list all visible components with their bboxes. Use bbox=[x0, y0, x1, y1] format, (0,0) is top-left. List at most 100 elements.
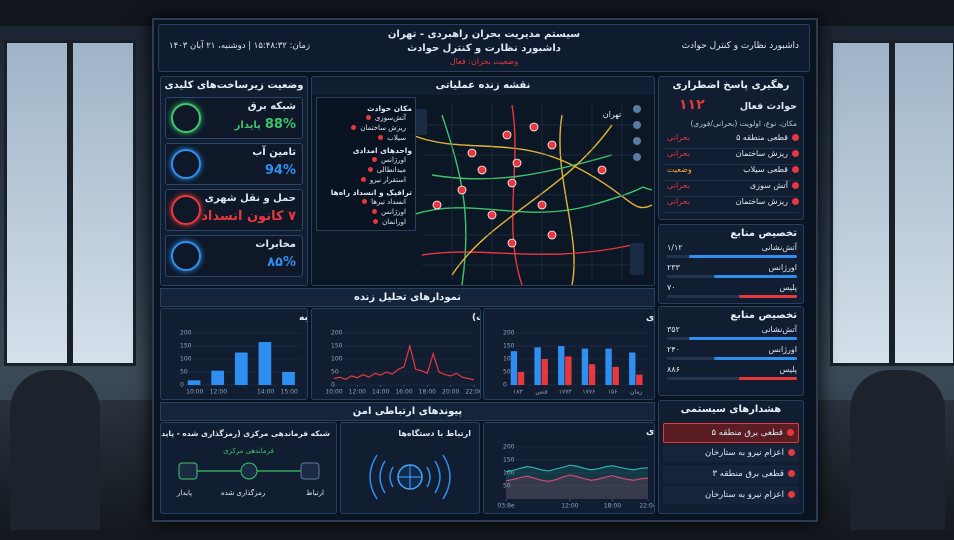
alert-item: قطعی برق منطقه ۵ bbox=[663, 423, 799, 443]
card-icon bbox=[171, 149, 201, 179]
chart: زمان پاسخ اضطراری 0 50 100 150 200 ۱۸۳ فنس ۱۷۷۳ ۱… bbox=[503, 313, 654, 396]
resource-name: اورژانس bbox=[768, 345, 797, 354]
x-tick-label: ۱۷۷۶ bbox=[582, 389, 595, 396]
card-value-row: 88%پایدار bbox=[235, 117, 296, 132]
incident-name: ریزش ساختمان bbox=[735, 149, 788, 158]
x-tick-label: 03:8e bbox=[497, 503, 514, 510]
bar bbox=[234, 352, 248, 385]
network-panel: شبکه فرماندهی مرکزی (رمزگذاری شده - پاید… bbox=[160, 422, 337, 514]
y-tick-label: 150 bbox=[503, 457, 515, 464]
bar bbox=[258, 342, 272, 385]
map-legend: مکان حوادث آتش‌سوزی ریزش ساختمان سیلاب واحده… bbox=[316, 97, 416, 231]
alert-dot bbox=[788, 491, 795, 498]
bar bbox=[187, 380, 201, 385]
area bbox=[506, 465, 648, 499]
y-tick-label: 100 bbox=[503, 470, 515, 477]
bar bbox=[558, 346, 565, 385]
incident-priority: بحرانی bbox=[667, 197, 690, 206]
alert-item: اعزام نیرو به ستارخان bbox=[663, 444, 799, 462]
card-name: تامین آب bbox=[252, 147, 296, 158]
node-label: پایدار bbox=[177, 489, 193, 497]
bar bbox=[636, 374, 643, 385]
devices-title: ارتباط با دستگاه‌ها bbox=[398, 429, 471, 438]
y-tick-label: 0 bbox=[180, 382, 184, 389]
card-icon bbox=[171, 241, 201, 271]
panel-title: رهگیری پاسخ اضطراری bbox=[672, 80, 790, 91]
bar bbox=[282, 372, 295, 385]
response-panel: رهگیری پاسخ اضطراری حوادث فعال ۱۱۲ مکان،… bbox=[658, 76, 804, 220]
resource-value: ۲۳۳ bbox=[667, 263, 680, 272]
x-tick-label: 18:00 bbox=[604, 503, 621, 510]
chart-title: زمان پاسخ اضطراری bbox=[646, 313, 654, 323]
bar bbox=[565, 356, 572, 385]
chart-title: شید رتبه bbox=[299, 313, 307, 323]
card-icon bbox=[171, 195, 201, 225]
incident-row: قطعی منطقه ۵ بحرانی bbox=[663, 133, 799, 149]
y-tick-label: 200 bbox=[503, 444, 515, 451]
x-tick-label: 10:00 bbox=[325, 389, 342, 396]
x-tick-label: 10:00 bbox=[186, 389, 203, 396]
x-tick-label: 14:00 bbox=[372, 389, 389, 396]
resource-name: آتش‌نشانی bbox=[761, 243, 797, 252]
legend-item: اورژانس bbox=[320, 207, 406, 217]
window bbox=[4, 40, 70, 366]
alert-text: قطعی برق منطقه ۵ bbox=[711, 428, 783, 438]
bar bbox=[541, 359, 548, 385]
resource-fill bbox=[689, 255, 797, 258]
incident-name: قطعی منطقه ۵ bbox=[736, 133, 788, 142]
y-tick-label: 200 bbox=[180, 330, 192, 337]
legend-item: ریزش ساختمان bbox=[320, 123, 406, 133]
resource-name: اورژانس bbox=[768, 263, 797, 272]
operator bbox=[10, 370, 100, 530]
card-value: ۸۵% bbox=[267, 255, 296, 270]
infrastructure-panel: وضعیت زیرساخت‌های کلیدی شبکه برق 88%پایدا… bbox=[160, 76, 308, 286]
incident-dot bbox=[792, 198, 799, 205]
card-value-row: ۷ کانون انسداد bbox=[201, 209, 296, 224]
incident-dot bbox=[792, 182, 799, 189]
card-value-row: ۸۵% bbox=[267, 255, 296, 270]
bar bbox=[581, 348, 589, 385]
panel-title: تخصیص منابع bbox=[730, 310, 797, 321]
incident-priority: بحرانی bbox=[667, 149, 690, 158]
chart: کانال ماهواره‌ای 50 100 150 200 03:8e 12:00 18:… bbox=[497, 427, 654, 510]
bar bbox=[534, 347, 541, 385]
card-name: مخابرات bbox=[255, 239, 296, 250]
y-tick-label: 0 bbox=[331, 382, 335, 389]
chart: شید رتبه 0 50 100 150 200 10:00 12:00 14:00 15:00 bbox=[180, 313, 307, 396]
resource-value: ۲۴۰ bbox=[667, 345, 680, 354]
incident-dot bbox=[792, 134, 799, 141]
card-value: 88% bbox=[264, 117, 296, 132]
legend-item: انسداد نیرها bbox=[320, 197, 406, 207]
line bbox=[505, 474, 649, 482]
hub-label: فرماندهی مرکزی bbox=[223, 447, 274, 455]
window bbox=[892, 40, 954, 366]
incident-row: قطعی سیلاب وضعیت bbox=[663, 165, 799, 181]
x-tick-label: 16:00 bbox=[395, 389, 412, 396]
panel-title: نقشه زنده عملیاتی bbox=[435, 80, 531, 91]
crisis-status: وضعیت بحران: فعال bbox=[449, 57, 519, 66]
x-tick-label: زمان bbox=[630, 389, 642, 396]
legend-heading: ترافیک و انسداد راه‌ها bbox=[330, 188, 412, 197]
y-tick-label: 50 bbox=[331, 369, 339, 376]
node-label: ارتباط bbox=[306, 489, 324, 497]
resource-name: پلیس bbox=[779, 283, 798, 292]
header-subtitle: داشبورد نظارت و کنترل حوادث bbox=[407, 43, 561, 54]
bar bbox=[510, 351, 518, 385]
panel-title: تخصیص منابع bbox=[730, 228, 797, 239]
y-tick-label: 100 bbox=[331, 356, 343, 363]
alert-dot bbox=[787, 429, 794, 436]
incident-name: ریزش ساختمان bbox=[735, 197, 788, 206]
alert-text: اعزام نیرو به ستارخان bbox=[705, 448, 784, 458]
resource-track bbox=[667, 295, 797, 298]
alert-text: اعزام نیرو به ستارخان bbox=[705, 490, 784, 500]
y-tick-label: 0 bbox=[503, 382, 507, 389]
area bbox=[506, 475, 648, 499]
header: داشبورد نظارت و کنترل حوادث سیستم مدیریت… bbox=[158, 24, 810, 72]
bar bbox=[211, 370, 225, 385]
x-tick-label: 22:04 bbox=[639, 503, 654, 510]
x-tick-label: 12:00 bbox=[561, 503, 578, 510]
bar bbox=[517, 372, 525, 385]
incident-priority: وضعیت bbox=[667, 165, 692, 174]
x-tick-label: ۱۷۷۳ bbox=[559, 389, 573, 396]
